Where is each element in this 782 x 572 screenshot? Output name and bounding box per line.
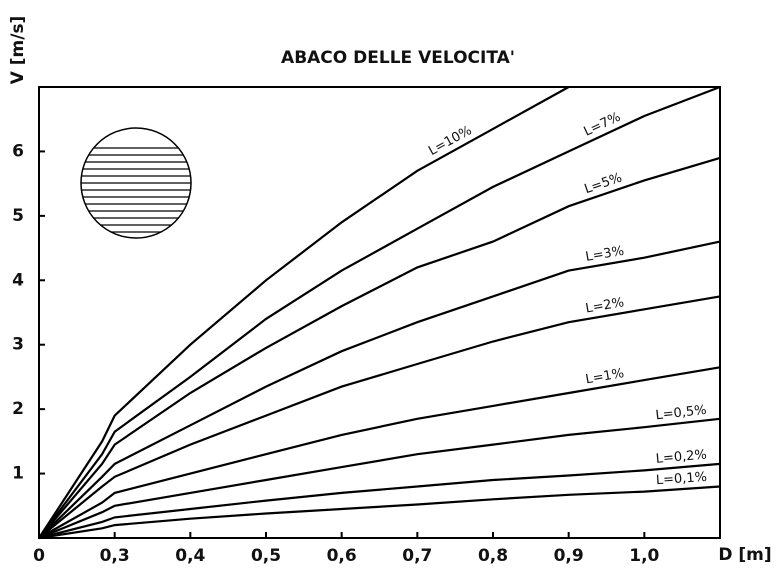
series-label: L=3% <box>584 244 625 265</box>
y-tick-label: 4 <box>12 270 24 290</box>
x-tick-label: 0 <box>33 546 45 566</box>
chart-title: ABACO DELLE VELOCITA' <box>281 48 515 68</box>
series-label: L=5% <box>583 170 625 197</box>
line <box>38 156 721 539</box>
series-label: L=0,1% <box>655 470 707 488</box>
line <box>38 417 721 540</box>
x-axis-label: D [m] <box>718 545 771 565</box>
series-label: L=0,2% <box>655 448 707 467</box>
line <box>38 85 721 539</box>
line <box>38 462 721 540</box>
plot-frame <box>38 86 721 539</box>
line <box>38 366 721 539</box>
y-tick-label: 2 <box>12 399 24 419</box>
x-tick-label: 0,5 <box>251 546 281 566</box>
line <box>38 485 721 540</box>
x-tick-label: 0,3 <box>100 546 130 566</box>
x-tick-label: 0,8 <box>478 546 508 566</box>
y-tick-label: 1 <box>12 464 24 484</box>
pipe-icon <box>80 127 192 239</box>
x-tick-label: 0,4 <box>175 546 205 566</box>
x-tick-label: 0,9 <box>554 546 584 566</box>
series-label: L=2% <box>584 295 625 316</box>
x-tick-label: 0,6 <box>327 546 357 566</box>
series-label: L=0,5% <box>655 403 708 424</box>
x-tick-label: 1,0 <box>629 546 659 566</box>
y-tick-label: 6 <box>12 141 24 161</box>
y-axis-label: V [m/s] <box>8 16 28 85</box>
line <box>38 86 570 539</box>
y-tick-label: 3 <box>12 335 24 355</box>
y-tick-label: 5 <box>12 206 24 226</box>
line <box>38 240 721 539</box>
series-label: L=1% <box>584 366 625 387</box>
x-tick-label: 0,7 <box>402 546 432 566</box>
line <box>38 295 721 539</box>
